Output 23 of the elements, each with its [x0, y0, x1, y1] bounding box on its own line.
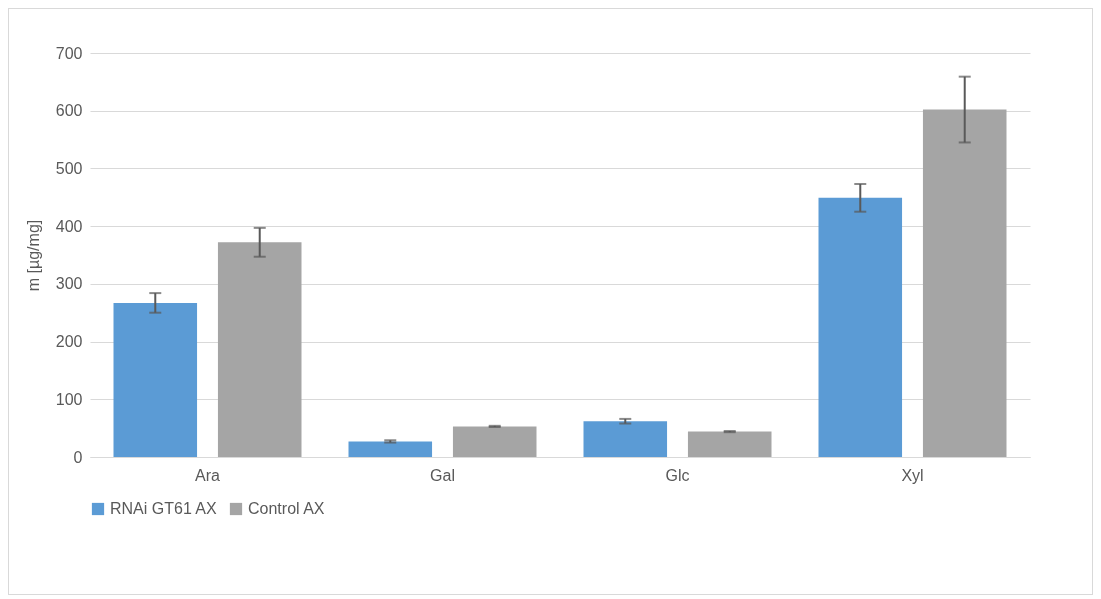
y-tick-label: 300	[55, 275, 83, 293]
x-tick-label: Xyl	[901, 466, 924, 484]
legend-label: Control AX	[248, 500, 325, 517]
legend-label: RNAi GT61 AX	[110, 500, 218, 517]
bar	[687, 431, 772, 457]
bar	[113, 302, 198, 457]
bar	[922, 109, 1007, 457]
y-tick-label: 100	[55, 390, 83, 408]
y-tick-label: 200	[55, 333, 83, 351]
bar	[217, 242, 302, 457]
y-tick-label: 600	[55, 102, 83, 120]
bar	[583, 421, 668, 457]
y-axis-title: m [µg/mg]	[24, 219, 42, 292]
bar	[452, 426, 537, 457]
bar	[348, 441, 433, 457]
x-tick-label: Ara	[195, 466, 221, 484]
x-tick-label: Glc	[665, 466, 690, 484]
x-tick-label: Gal	[430, 466, 455, 484]
bar	[818, 197, 903, 457]
y-tick-label: 700	[55, 44, 83, 62]
y-tick-label: 500	[55, 159, 83, 177]
y-tick-label: 0	[73, 448, 83, 466]
y-tick-label: 400	[55, 217, 83, 235]
